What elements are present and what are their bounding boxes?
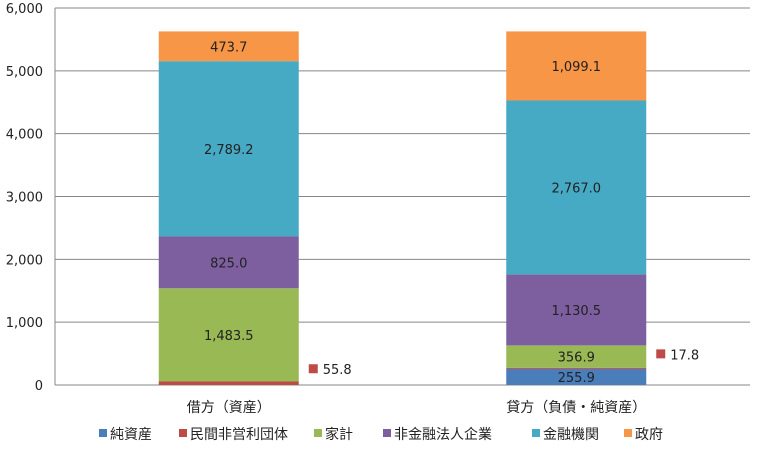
legend: 純資産 民間非営利団体 家計 非金融法人企業 金融機関 政府 [99,426,663,443]
y-tick-label: 1,000 [6,316,43,331]
data-label: 356.9 [558,351,595,366]
x-axis-categories: 借方（資産） 貸方（負債・純資産） [187,400,647,416]
y-tick-label: 0 [35,379,43,394]
bar-segment [506,345,647,368]
data-label: 1,099.1 [551,60,601,75]
data-labels: 55.8 1,483.5 825.0 2,789.2 473.7 255.9 17.8 356… [204,40,699,386]
bar-segment [506,31,647,101]
bar-segment [506,367,647,369]
x-category-label: 貸方（負債・純資産） [506,400,646,416]
bars [158,31,647,385]
legend-label: 純資産 [110,427,152,443]
data-label-marker [656,349,666,359]
bar-segment [158,288,299,382]
bar-segment [158,381,299,385]
y-axis-ticks: 0 1,000 2,000 3,000 4,000 5,000 6,000 [6,2,43,394]
bar-segment [158,31,299,62]
bar-segment [158,61,299,237]
y-tick-label: 6,000 [6,2,43,17]
legend-label: 家計 [325,426,353,443]
bar-segment [158,236,299,289]
x-category-label: 借方（資産） [187,400,271,416]
legend-swatch [624,429,632,437]
legend-label: 非金融法人企業 [394,426,492,443]
y-tick-label: 3,000 [6,191,43,206]
bar-segment [506,100,647,275]
legend-swatch [179,429,187,437]
y-tick-label: 2,000 [6,253,43,268]
bar-segment [506,274,647,346]
bar-segment [506,368,647,385]
data-label: 55.8 [323,363,352,378]
legend-label: 金融機関 [543,427,599,443]
data-label: 2,767.0 [551,181,601,196]
legend-swatch [314,429,322,437]
data-label: 1,130.5 [551,304,601,319]
data-label: 255.9 [558,371,595,386]
legend-swatch [532,429,540,437]
y-tick-label: 4,000 [6,128,43,143]
data-label-marker [308,364,318,374]
data-label: 2,789.2 [204,143,254,158]
legend-label: 民間非営利団体 [190,427,288,443]
data-label: 1,483.5 [204,329,254,344]
data-label: 473.7 [210,40,247,55]
data-label: 17.8 [670,348,699,363]
y-tick-label: 5,000 [6,65,43,80]
legend-swatch [383,429,391,437]
legend-label: 政府 [635,427,663,443]
data-label: 825.0 [210,256,247,271]
legend-swatch [99,429,107,437]
